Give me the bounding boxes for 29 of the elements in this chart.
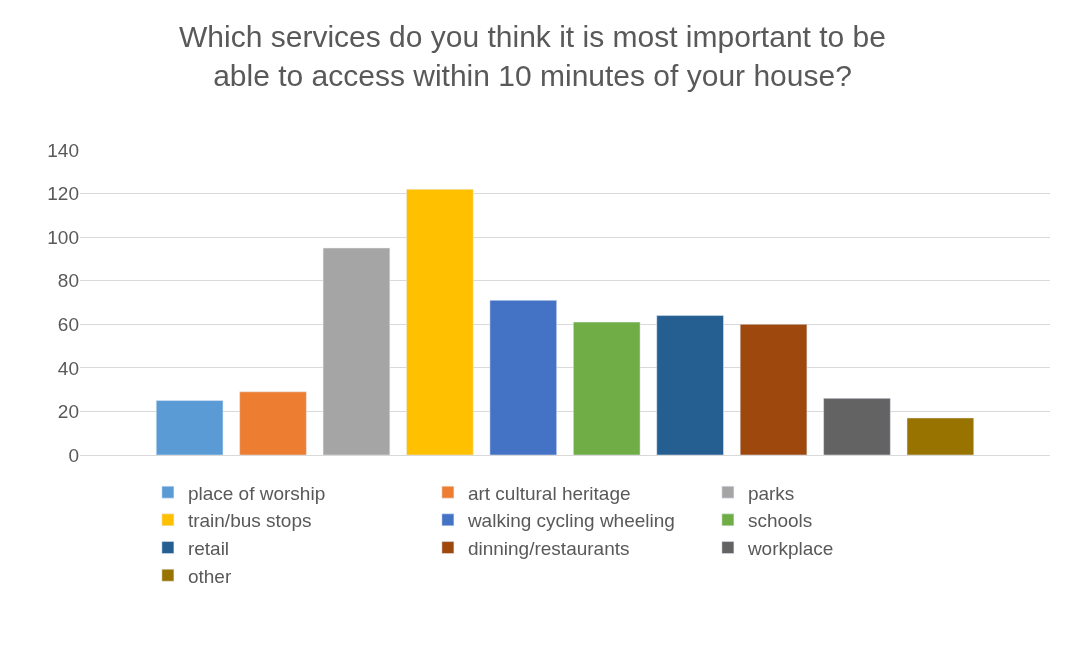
- bar: [906, 417, 975, 455]
- y-tick-label: 40: [57, 357, 79, 379]
- y-tick-label: 100: [47, 226, 79, 248]
- legend-label: walking cycling wheeling: [466, 510, 675, 532]
- y-tick-label: 60: [57, 313, 79, 335]
- y-tick-label: 80: [57, 270, 79, 292]
- legend-label: retail: [187, 537, 230, 559]
- bar: [322, 247, 391, 455]
- legend-label: art cultural heritage: [467, 482, 631, 504]
- bar: [573, 321, 641, 455]
- y-tick-label: 140: [47, 139, 79, 161]
- bar: [155, 400, 224, 455]
- bar: [823, 398, 891, 455]
- legend-label: place of worship: [187, 482, 326, 504]
- chart-title: Which services do you think it is most important to be able to access within 10 minutes of your house?: [179, 19, 886, 92]
- bar: [656, 315, 724, 455]
- y-tick-label: 0: [68, 444, 79, 466]
- legend-label: schools: [747, 510, 813, 532]
- legend-label: train/bus stops: [187, 510, 312, 532]
- legend-label: dinning/restaurants: [467, 537, 630, 559]
- legend-label: workplace: [746, 537, 834, 559]
- legend-label: other: [187, 565, 232, 587]
- bar: [406, 188, 474, 455]
- bar: [489, 300, 557, 455]
- y-tick-label: 20: [57, 401, 79, 423]
- legend-label: parks: [747, 482, 795, 504]
- bar: [739, 324, 808, 455]
- y-tick-label: 120: [47, 183, 79, 205]
- bar: [239, 391, 307, 455]
